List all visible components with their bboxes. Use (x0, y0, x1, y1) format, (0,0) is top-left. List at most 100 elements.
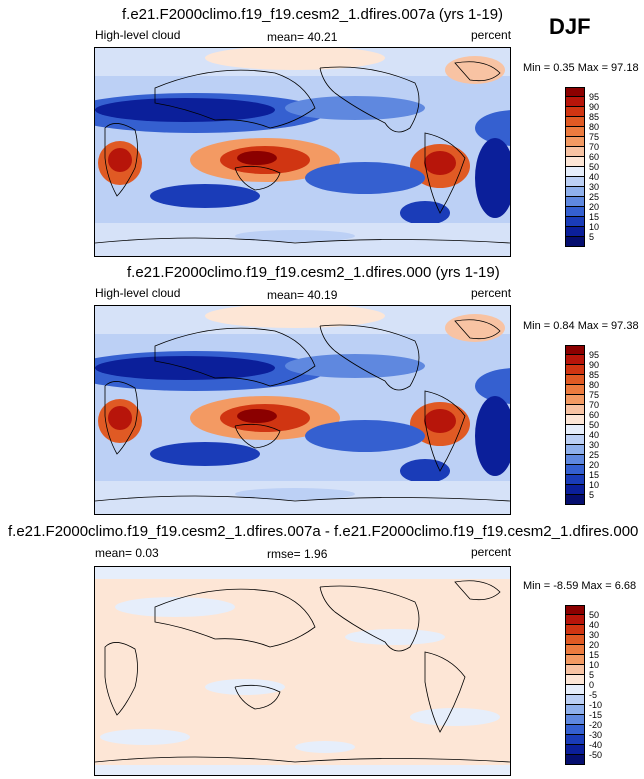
colorbar-swatch (565, 187, 585, 197)
colorbar-swatch (565, 157, 585, 167)
units-label: percent (471, 545, 512, 559)
colorbar-swatch (565, 475, 585, 485)
colorbar-swatch (565, 485, 585, 495)
colorbar-tick-label: -20 (589, 720, 603, 730)
colorbar-tick-label: 90 (589, 102, 600, 112)
colorbar-swatch (565, 405, 585, 415)
colorbar-tick-label: 20 (589, 640, 600, 650)
colorbar-swatch (565, 605, 585, 615)
colorbar-tick-label: 30 (589, 630, 600, 640)
colorbar-tick-label: -30 (589, 730, 603, 740)
colorbar-swatch (565, 615, 585, 625)
colorbar-tick-label: -40 (589, 740, 603, 750)
colorbar-tick-label: 25 (589, 192, 600, 202)
colorbar-tick-label: 80 (589, 122, 600, 132)
colorbar-swatch (565, 395, 585, 405)
colorbar-swatch (565, 465, 585, 475)
colorbar-swatch (565, 735, 585, 745)
panel-title: f.e21.F2000climo.f19_f19.cesm2_1.dfires.… (122, 6, 504, 23)
colorbar-swatch (565, 87, 585, 97)
colorbar-swatch (565, 167, 585, 177)
panel-title: f.e21.F2000climo.f19_f19.cesm2_1.dfires.… (127, 264, 500, 281)
colorbar-swatch (565, 97, 585, 107)
colorbar-tick-label: 70 (589, 400, 600, 410)
colorbar-tick-label: 70 (589, 142, 600, 152)
cloud-map (95, 306, 510, 514)
colorbar-tick-label: 40 (589, 620, 600, 630)
variable-label: High-level cloud (95, 286, 181, 300)
colorbar-swatch (565, 345, 585, 355)
colorbar-swatch (565, 375, 585, 385)
colorbar-swatch (565, 137, 585, 147)
colorbar-swatch (565, 455, 585, 465)
colorbar-swatch (565, 665, 585, 675)
colorbar-tick-label: 30 (589, 182, 600, 192)
colorbar-tick-label: 85 (589, 370, 600, 380)
colorbar-tick-label: 95 (589, 350, 600, 360)
min-max-label: Min = -8.59 Max = 6.68 (523, 580, 637, 592)
colorbar-tick-label: 5 (589, 670, 595, 680)
colorbar-tick-label: -5 (589, 690, 598, 700)
colorbar-tick-label: 85 (589, 112, 600, 122)
colorbar-ctrl: 95 90 85 80 75 70 60 50 40 30 25 20 15 10 5 (565, 345, 599, 505)
colorbar-swatch (565, 635, 585, 645)
colorbar-tick-label: 30 (589, 440, 600, 450)
colorbar-tick-label: 50 (589, 610, 600, 620)
difference-map (95, 567, 510, 775)
colorbar-swatch (565, 415, 585, 425)
mean-label: mean= 0.03 (95, 546, 159, 560)
colorbar-tick-label: 90 (589, 360, 600, 370)
colorbar-swatch (565, 715, 585, 725)
season-label: DJF (549, 14, 591, 39)
colorbar-tick-label: 75 (589, 390, 600, 400)
colorbar-tick-label: 80 (589, 380, 600, 390)
colorbar-tick-label: 5 (589, 490, 595, 500)
colorbar-test: 95 90 85 80 75 70 60 50 40 30 25 20 15 10 5 (565, 87, 599, 247)
units-label: percent (471, 28, 512, 42)
colorbar-swatch (565, 675, 585, 685)
colorbar-swatch (565, 355, 585, 365)
colorbar-tick-label: 95 (589, 92, 600, 102)
colorbar-swatch (565, 177, 585, 187)
colorbar-swatch (565, 107, 585, 117)
colorbar-tick-label: 15 (589, 212, 600, 222)
colorbar-swatch (565, 445, 585, 455)
colorbar-tick-label: 5 (589, 232, 595, 242)
colorbar-swatch (565, 745, 585, 755)
colorbar-swatch (565, 237, 585, 247)
colorbar-tick-label: 60 (589, 152, 600, 162)
colorbar-tick-label: -10 (589, 700, 603, 710)
colorbar-tick-label: 75 (589, 132, 600, 142)
colorbar-swatch (565, 435, 585, 445)
panel-title: f.e21.F2000climo.f19_f19.cesm2_1.dfires.… (8, 523, 639, 540)
colorbar-swatch (565, 117, 585, 127)
colorbar-tick-label: 20 (589, 460, 600, 470)
colorbar-tick-label: 0 (589, 680, 595, 690)
min-max-label: Min = 0.35 Max = 97.18 (523, 62, 639, 74)
colorbar-swatch (565, 197, 585, 207)
colorbar-swatch (565, 147, 585, 157)
min-max-label: Min = 0.84 Max = 97.38 (523, 320, 639, 332)
colorbar-swatch (565, 217, 585, 227)
colorbar-tick-label: 15 (589, 470, 600, 480)
mean-label: mean= 40.19 (267, 288, 338, 302)
colorbar-diff: 50 40 30 20 15 10 5 0 -5 -10 -15 -20 -30 -40 -50 (565, 605, 602, 765)
colorbar-swatch (565, 685, 585, 695)
colorbar-swatch (565, 655, 585, 665)
colorbar-tick-label: 15 (589, 650, 600, 660)
colorbar-swatch (565, 495, 585, 505)
units-label: percent (471, 286, 512, 300)
colorbar-tick-label: 40 (589, 430, 600, 440)
colorbar-tick-label: 25 (589, 450, 600, 460)
colorbar-tick-label: 10 (589, 222, 600, 232)
colorbar-swatch (565, 207, 585, 217)
colorbar-swatch (565, 755, 585, 765)
colorbar-tick-label: 20 (589, 202, 600, 212)
variable-label: High-level cloud (95, 28, 181, 42)
rmse-label: rmse= 1.96 (267, 547, 328, 561)
colorbar-swatch (565, 127, 585, 137)
colorbar-swatch (565, 645, 585, 655)
colorbar-swatch (565, 385, 585, 395)
map-panel-test (94, 47, 511, 257)
colorbar-tick-label: 50 (589, 420, 600, 430)
